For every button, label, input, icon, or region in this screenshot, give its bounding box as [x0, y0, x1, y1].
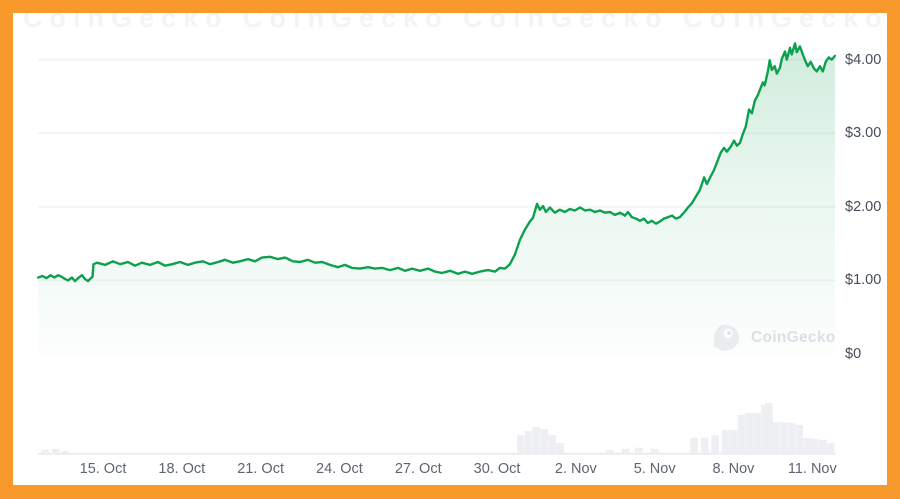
volume-bar — [745, 412, 754, 455]
volume-bar — [61, 450, 69, 455]
volume-bar — [41, 449, 50, 455]
y-axis-tick-label: $0 — [845, 346, 862, 362]
volume-bar — [540, 429, 549, 455]
volume-bar — [779, 422, 788, 455]
volume-bar — [721, 430, 730, 455]
x-axis-tick-label: 8. Nov — [712, 461, 755, 477]
x-axis-tick-label: 24. Oct — [316, 461, 363, 477]
y-axis-tick-label: $4.00 — [845, 51, 882, 68]
volume-bar — [765, 403, 773, 455]
volume-bar — [556, 443, 564, 455]
y-axis-tick-label: $1.00 — [845, 272, 882, 289]
x-axis-tick-label: 21. Oct — [237, 461, 284, 477]
x-axis-tick-label: 5. Nov — [633, 461, 676, 477]
x-axis-tick-label: 18. Oct — [158, 461, 206, 477]
volume-bars — [38, 403, 836, 455]
volume-bar — [532, 426, 541, 455]
volume-bar — [761, 405, 769, 455]
x-axis-tick-label: 15. Oct — [79, 461, 127, 477]
volume-bar — [690, 437, 698, 455]
volume-bar — [826, 443, 835, 455]
volume-bar — [795, 424, 803, 455]
volume-bar — [811, 438, 819, 455]
x-axis-tick-label: 11. Nov — [787, 461, 837, 477]
volume-bar — [753, 412, 761, 455]
volume-bar — [635, 447, 643, 455]
volume-bar — [650, 448, 659, 455]
volume-bar — [711, 435, 719, 455]
volume-bar — [700, 437, 709, 455]
volume-bar — [771, 422, 780, 455]
volume-bar — [516, 435, 525, 455]
x-axis-tick-label: 30. Oct — [473, 461, 521, 477]
chart-card: CoinGecko CoinGecko CoinGecko CoinGecko … — [13, 13, 887, 485]
price-chart[interactable] — [13, 13, 887, 485]
volume-bar — [737, 414, 746, 455]
volume-bar — [524, 431, 533, 455]
volume-bar — [621, 448, 630, 455]
volume-bar — [548, 435, 557, 455]
price-line — [36, 42, 837, 283]
volume-bar — [606, 449, 614, 455]
x-axis-tick-label: 2. Nov — [554, 461, 597, 477]
volume-bar — [818, 439, 827, 455]
volume-bar — [729, 430, 738, 455]
y-axis-tick-label: $2.00 — [845, 198, 882, 215]
x-axis-tick-label: 27. Oct — [394, 461, 442, 477]
y-axis-tick-label: $3.00 — [845, 125, 882, 142]
price-area-fill — [38, 43, 835, 357]
volume-bar — [803, 437, 811, 455]
volume-bar — [787, 422, 796, 455]
volume-bar — [51, 448, 60, 455]
volume-baseline — [38, 452, 836, 455]
